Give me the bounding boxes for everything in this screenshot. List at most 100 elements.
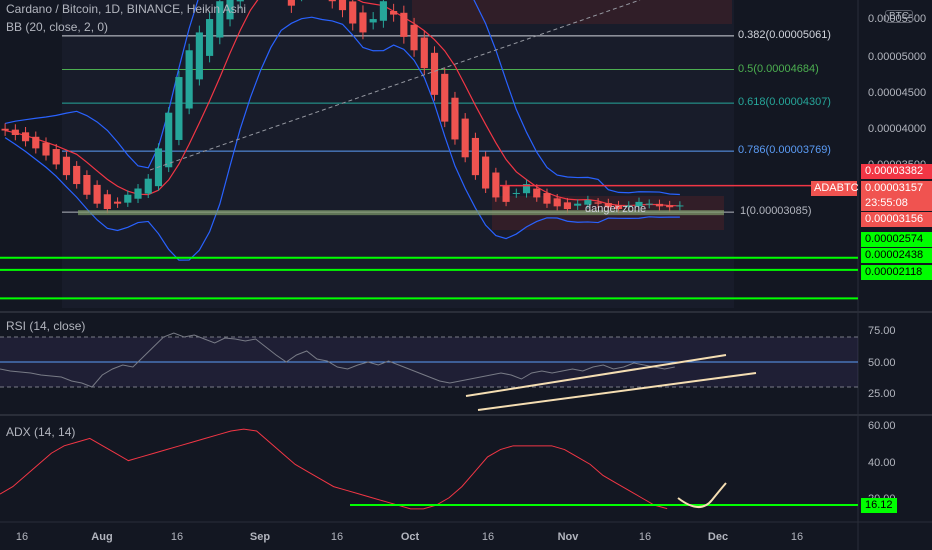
time-axis[interactable]: 16 Aug 16 Sep 16 Oct 16 Nov 16 Dec 16 — [16, 531, 803, 543]
dashed-trendline[interactable] — [149, 0, 641, 171]
fib-label-2: 0.5(0.00004684) — [738, 62, 819, 75]
time-tick: 16 — [331, 531, 343, 543]
bb-upper — [4, 0, 680, 196]
candle-body — [614, 205, 623, 210]
bb-legend[interactable]: BB (20, close, 2, 0) — [6, 20, 112, 34]
rsi-legend-label: RSI (14, close) — [6, 319, 86, 333]
rsi-tick: 50.00 — [868, 357, 896, 369]
adx-legend-label: ADX (14, 14) — [6, 425, 76, 439]
candle-body — [369, 19, 377, 23]
candle-body — [553, 198, 561, 207]
bb-lower — [4, 16, 680, 261]
candle-body — [430, 52, 439, 95]
candle-body — [543, 193, 551, 204]
candle-body — [390, 10, 398, 15]
rsi-channel-upper[interactable] — [465, 354, 727, 397]
fib-label-5: 1(0.00003085) — [740, 205, 812, 218]
adx-line — [0, 428, 668, 510]
candle-body — [645, 203, 653, 205]
candle-body — [62, 156, 71, 176]
candle-body — [359, 12, 367, 33]
adx-tick: 60.00 — [868, 420, 896, 432]
candle-body — [451, 97, 459, 140]
horizontal-levels[interactable] — [0, 184, 858, 300]
candle-body — [144, 178, 152, 194]
symbol-badge[interactable]: BTC — [885, 10, 913, 23]
candle-body — [206, 19, 214, 56]
candle-body — [1, 128, 9, 131]
fib-area — [62, 0, 734, 308]
time-tick: Oct — [401, 531, 420, 543]
time-tick: Dec — [708, 531, 728, 543]
candle-body — [676, 205, 684, 207]
adx-current-box: 16.12 — [861, 498, 897, 513]
candle-body — [52, 149, 60, 165]
rsi-line — [0, 332, 675, 388]
candle-body — [420, 37, 428, 69]
candle-body — [73, 165, 81, 185]
candle-body — [666, 205, 674, 208]
candle-body — [226, 0, 234, 20]
candle-body — [287, 0, 295, 6]
candle-body — [83, 174, 91, 195]
time-tick: Sep — [250, 531, 270, 543]
candle-body — [185, 50, 193, 109]
ticker-tag: ADABTC — [811, 181, 859, 196]
candle-body — [124, 194, 132, 203]
candle-body — [379, 1, 387, 21]
rsi-axis-ticks: 75.00 50.00 25.00 — [868, 325, 896, 400]
rsi-tick: 75.00 — [868, 325, 896, 337]
candle-body — [21, 132, 30, 142]
bb-legend-label: BB (20, close, 2, 0) — [6, 20, 109, 34]
candle-body — [533, 188, 541, 198]
candle-body — [328, 0, 336, 2]
candle-body — [134, 188, 142, 199]
rsi-channel-lower[interactable] — [477, 372, 757, 411]
time-tick: Nov — [558, 531, 580, 543]
candle-body — [482, 156, 490, 189]
top-red-box — [412, 0, 732, 24]
price-box-2: 23:55:08 — [861, 196, 932, 211]
candle-body — [93, 184, 101, 204]
time-tick: 16 — [171, 531, 183, 543]
price-tick: 0.00005000 — [868, 51, 926, 63]
adx-curve-annotation[interactable] — [677, 482, 727, 508]
candle-body — [11, 129, 19, 135]
candle-body — [42, 142, 50, 156]
candle-body — [471, 137, 479, 176]
candle-body — [349, 1, 357, 24]
fib-label-3: 0.618(0.00004307) — [738, 96, 831, 109]
candle-body — [32, 136, 40, 149]
candle-body — [195, 32, 203, 80]
time-tick: 16 — [482, 531, 494, 543]
danger-zone-label: danger zone — [585, 203, 647, 215]
adx-tick: 40.00 — [868, 457, 896, 469]
candle-body — [236, 0, 244, 2]
candle-body — [338, 0, 347, 11]
candles — [1, 0, 684, 214]
time-tick: 16 — [639, 531, 651, 543]
rsi-legend[interactable]: RSI (14, close) — [6, 319, 89, 333]
candle-body — [584, 200, 592, 205]
adx-legend[interactable]: ADX (14, 14) — [6, 425, 79, 439]
candle-body — [522, 184, 531, 194]
candle-body — [625, 205, 633, 208]
candle-body — [604, 203, 612, 208]
candle-body — [410, 24, 418, 51]
price-box-1: 0.00003157 — [861, 181, 932, 196]
main-legend[interactable]: Cardano / Bitcoin, 1D, BINANCE, Heikin A… — [6, 2, 250, 16]
base-band — [78, 210, 724, 216]
price-box-5: 0.00002438 — [861, 248, 932, 263]
candle-body — [574, 203, 582, 206]
candle-body — [512, 192, 520, 194]
candle-body — [461, 118, 469, 158]
time-tick: 16 — [791, 531, 803, 543]
price-box-4: 0.00002574 — [861, 232, 932, 247]
candle-body — [165, 112, 173, 168]
candle-body — [502, 184, 510, 202]
price-tick: 0.00004500 — [868, 87, 926, 99]
time-tick: Aug — [91, 531, 112, 543]
time-tick: 16 — [16, 531, 28, 543]
